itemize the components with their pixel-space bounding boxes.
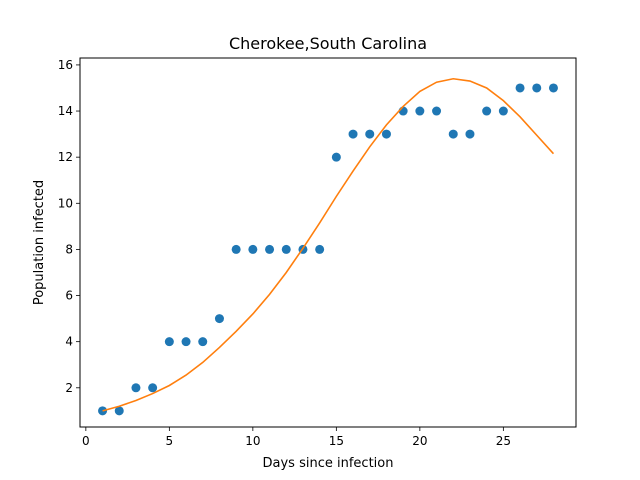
scatter-point <box>164 337 174 347</box>
scatter-point <box>98 406 108 416</box>
y-tick-label: 8 <box>65 242 73 256</box>
scatter-point <box>482 106 492 116</box>
x-tick-label: 25 <box>496 434 511 448</box>
scatter-point <box>381 129 391 139</box>
scatter-point <box>515 83 525 93</box>
scatter-point <box>114 406 124 416</box>
scatter-point <box>448 129 458 139</box>
scatter-point <box>548 83 558 93</box>
scatter-point <box>331 152 341 162</box>
scatter-point <box>348 129 358 139</box>
scatter-point <box>181 337 191 347</box>
y-tick-label: 4 <box>65 335 73 349</box>
x-tick-label: 10 <box>245 434 260 448</box>
scatter-point <box>465 129 475 139</box>
scatter-point <box>265 244 275 254</box>
plot-area <box>98 77 558 416</box>
scatter-point <box>231 244 241 254</box>
fit-line <box>102 77 555 412</box>
scatter-point <box>131 383 141 393</box>
y-tick-label: 14 <box>58 104 73 118</box>
x-axis-label: Days since infection <box>263 456 394 471</box>
y-tick-label: 12 <box>58 150 73 164</box>
chart-title: Cherokee,South Carolina <box>229 34 427 53</box>
scatter-point <box>214 314 224 324</box>
x-axis: 0 5 10 15 20 25 <box>82 427 511 448</box>
scatter-point <box>432 106 442 116</box>
axes-frame <box>79 57 577 428</box>
x-tick-label: 5 <box>166 434 174 448</box>
scatter-point <box>498 106 508 116</box>
y-axis: 2 4 6 8 10 12 14 16 <box>58 58 80 395</box>
scatter-point <box>365 129 375 139</box>
y-tick-label: 2 <box>65 381 73 395</box>
y-tick-label: 16 <box>58 58 73 72</box>
scatter-point <box>415 106 425 116</box>
y-axis-label: Population infected <box>32 180 47 305</box>
scatter-point <box>198 337 208 347</box>
y-tick-label: 10 <box>58 196 73 210</box>
scatter-point <box>315 244 325 254</box>
scatter-point <box>532 83 542 93</box>
scatter-point <box>281 244 291 254</box>
scatter-point <box>248 244 258 254</box>
x-tick-label: 15 <box>329 434 344 448</box>
x-tick-label: 0 <box>82 434 90 448</box>
scatter-point <box>148 383 158 393</box>
x-tick-label: 20 <box>412 434 427 448</box>
y-tick-label: 6 <box>65 289 73 303</box>
